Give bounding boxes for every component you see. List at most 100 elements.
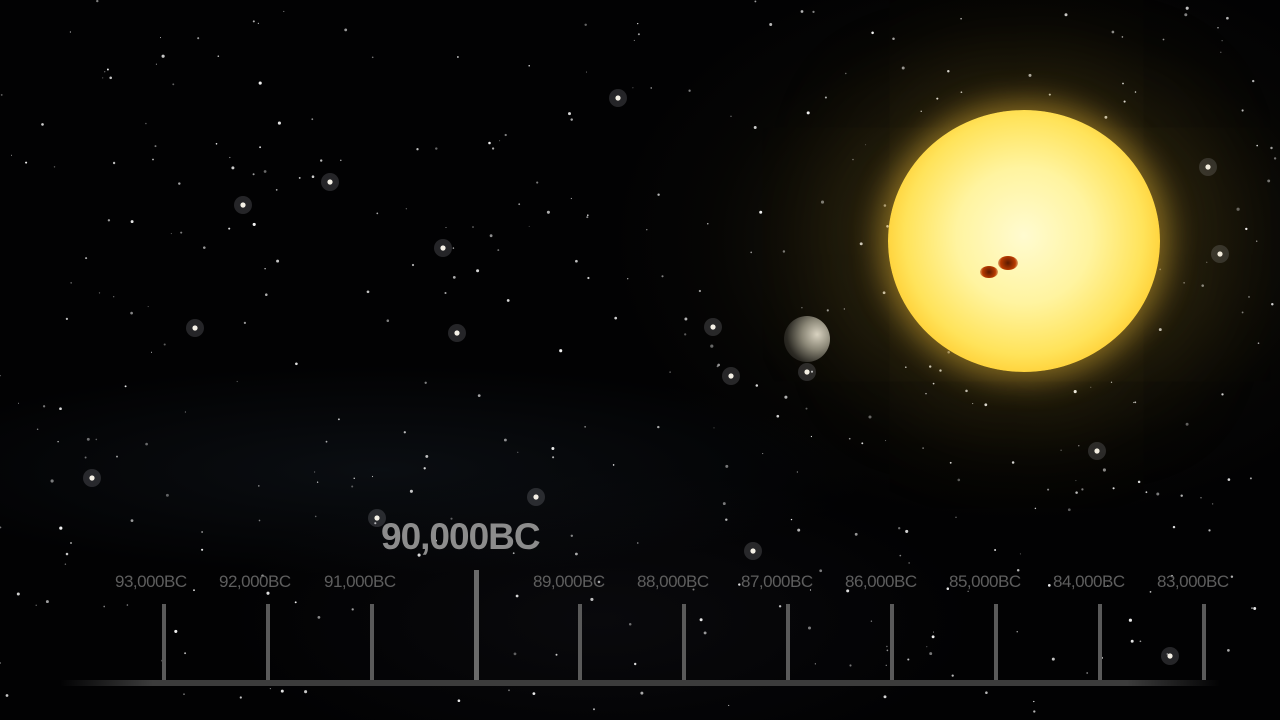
star <box>922 447 924 449</box>
star <box>311 118 314 121</box>
star <box>809 589 812 591</box>
bright-star <box>1205 164 1211 170</box>
star <box>269 687 272 690</box>
star <box>657 425 660 429</box>
star <box>316 481 319 483</box>
star <box>1034 507 1037 510</box>
star <box>568 112 571 116</box>
star <box>957 478 961 482</box>
star <box>491 147 495 150</box>
star <box>1047 584 1051 587</box>
star <box>1137 480 1141 484</box>
bright-star <box>454 330 460 336</box>
star <box>147 306 149 308</box>
star <box>35 604 37 606</box>
star <box>1185 6 1189 10</box>
star <box>868 415 872 419</box>
star <box>45 600 49 604</box>
star <box>444 291 447 295</box>
star <box>1067 508 1071 512</box>
star <box>584 426 586 428</box>
star <box>1121 36 1124 38</box>
star <box>1133 401 1135 404</box>
star <box>1123 100 1126 103</box>
timeline-tick-label: 88,000BC <box>637 572 709 591</box>
star <box>753 126 757 129</box>
star <box>386 319 390 322</box>
star <box>805 407 808 410</box>
star <box>84 456 87 459</box>
star <box>508 689 510 692</box>
star <box>1112 487 1115 490</box>
star <box>725 464 729 468</box>
star <box>1253 607 1257 610</box>
star <box>424 381 427 384</box>
star <box>295 362 298 366</box>
bright-star <box>240 202 246 208</box>
star <box>18 402 19 404</box>
star <box>201 548 204 551</box>
star <box>1180 580 1182 582</box>
star <box>1011 461 1015 464</box>
star <box>59 526 63 530</box>
star <box>183 693 185 695</box>
star <box>96 0 99 3</box>
star <box>960 91 963 94</box>
star <box>1217 27 1219 29</box>
star <box>252 222 256 226</box>
timeline-tick <box>162 604 166 680</box>
star <box>967 590 969 592</box>
star <box>1201 284 1204 287</box>
star <box>728 704 730 706</box>
star <box>294 601 297 604</box>
star <box>784 395 788 399</box>
timeline-tick <box>786 604 790 680</box>
star <box>904 366 907 369</box>
star <box>1047 488 1050 491</box>
star <box>814 663 816 665</box>
star <box>109 76 112 80</box>
star <box>1149 591 1152 593</box>
star <box>1156 492 1160 496</box>
star <box>277 121 281 125</box>
star <box>340 159 342 162</box>
star <box>36 428 39 431</box>
star <box>70 542 72 544</box>
star <box>650 87 652 89</box>
star <box>901 66 905 70</box>
star <box>707 223 709 225</box>
star <box>892 37 895 41</box>
star <box>325 440 328 443</box>
star <box>1183 282 1185 284</box>
star <box>1033 700 1035 703</box>
star <box>489 234 493 238</box>
timeline-tick-label: 85,000BC <box>949 572 1021 591</box>
timeline-tick-label: 91,000BC <box>324 572 396 591</box>
star <box>559 349 563 353</box>
star <box>1130 639 1134 643</box>
star <box>717 363 721 367</box>
star <box>228 227 231 230</box>
star <box>528 65 530 67</box>
star <box>106 68 109 71</box>
star <box>0 93 3 96</box>
bright-star <box>1217 251 1223 257</box>
star <box>184 652 187 655</box>
bright-star <box>710 324 716 330</box>
star <box>1134 91 1137 93</box>
star <box>883 695 887 699</box>
star <box>661 275 664 278</box>
star <box>151 351 152 353</box>
star <box>452 247 455 249</box>
star <box>555 653 558 656</box>
star <box>1051 657 1055 661</box>
star <box>351 485 354 488</box>
star <box>42 405 46 408</box>
star <box>275 189 278 191</box>
star <box>905 529 909 533</box>
star <box>972 403 974 405</box>
star <box>932 382 935 385</box>
star <box>710 344 714 348</box>
timeline-tick <box>890 604 894 680</box>
star <box>810 370 814 373</box>
